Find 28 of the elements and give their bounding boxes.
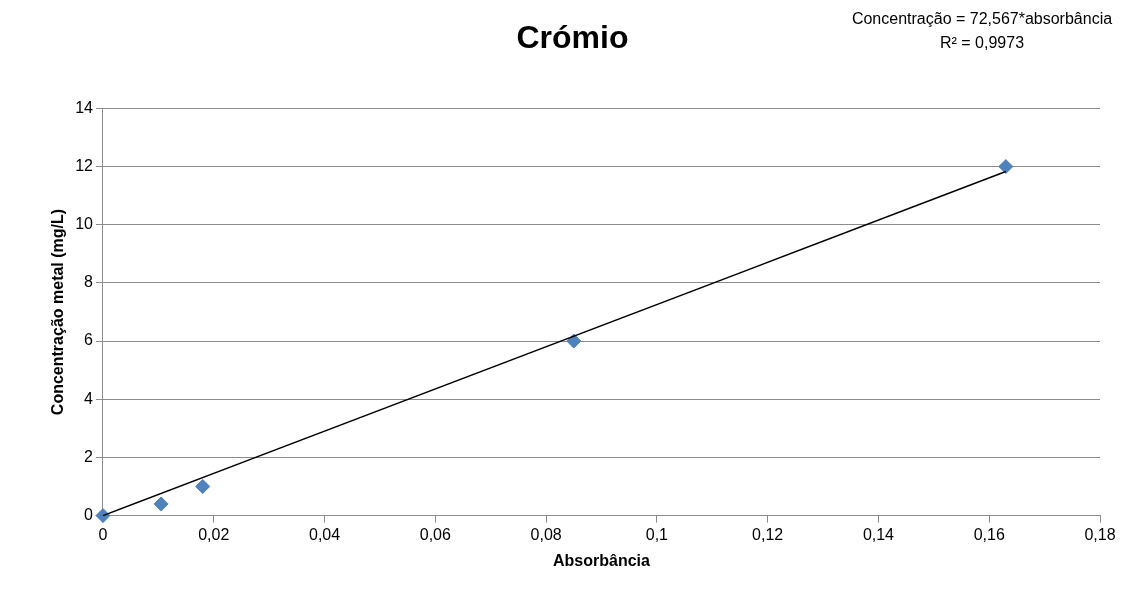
y-tick-label: 0 (84, 506, 94, 524)
x-tick-label: 0,16 (973, 525, 1005, 543)
y-tick-label: 8 (84, 273, 94, 291)
y-tick-label: 12 (75, 156, 94, 174)
x-tick-label: 0,08 (530, 525, 562, 543)
x-tick-label: 0,06 (419, 525, 451, 543)
point (195, 479, 211, 495)
x-tick-label: 0,1 (645, 525, 669, 543)
x-tick-label: 0,18 (1084, 525, 1116, 543)
point (95, 508, 111, 524)
x-tick-label: 0,04 (308, 525, 341, 543)
x-axis-title: Absorbância (553, 551, 651, 569)
text: Concentração = 72,567*absorbância (851, 10, 1113, 28)
y-axis-title: Concentração metal (mg/L) (49, 208, 67, 416)
point (153, 496, 169, 512)
y-tick-label: 2 (84, 447, 94, 465)
x-tick-label: 0,02 (198, 525, 230, 543)
point (566, 333, 582, 349)
y-tick-label: 14 (75, 98, 94, 116)
x-tick-label: 0 (98, 525, 108, 543)
chart-title: Crómio (516, 19, 629, 56)
y-tick-label: 6 (84, 331, 94, 349)
y-tick-label: 4 (84, 389, 94, 407)
x-tick-label: 0,12 (752, 525, 784, 543)
x-tick-label: 0,14 (862, 525, 895, 543)
y-tick-label: 10 (75, 215, 94, 233)
point (998, 159, 1014, 175)
text: R² = 0,9973 (939, 34, 1025, 52)
